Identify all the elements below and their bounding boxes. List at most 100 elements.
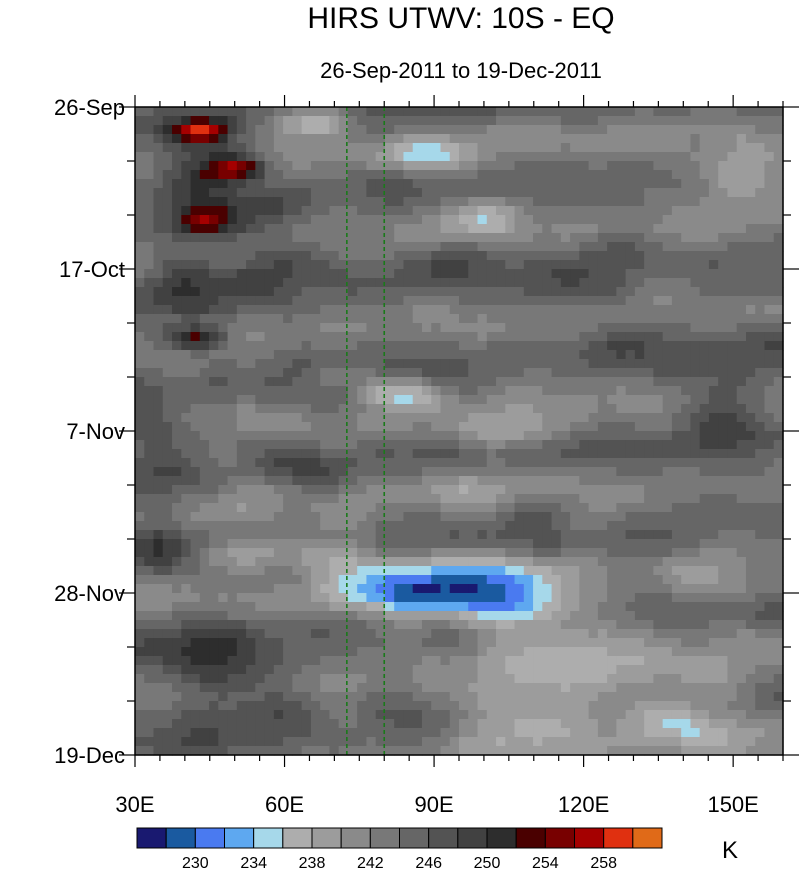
field-cell: [255, 611, 266, 621]
field-cell: [616, 305, 627, 315]
field-cell: [625, 170, 636, 180]
field-cell: [310, 386, 321, 396]
field-cell: [181, 593, 192, 603]
field-cell: [227, 719, 238, 729]
field-cell: [384, 467, 395, 477]
field-cell: [570, 656, 580, 666]
field-cell: [662, 422, 673, 432]
field-cell: [505, 332, 516, 342]
field-cell: [662, 161, 673, 171]
field-cell: [338, 260, 349, 270]
field-cell: [375, 260, 386, 270]
field-cell: [162, 665, 173, 675]
field-cell: [292, 647, 303, 657]
field-cell: [301, 323, 312, 333]
field-cell: [403, 206, 414, 216]
field-cell: [505, 359, 516, 369]
field-cell: [181, 539, 192, 549]
field-cell: [209, 512, 219, 522]
field-cell: [246, 359, 256, 369]
field-cell: [375, 287, 386, 297]
field-cell: [708, 287, 719, 297]
field-cell: [745, 134, 756, 144]
field-cell: [292, 170, 303, 180]
field-cell: [699, 449, 710, 459]
field-cell: [320, 188, 330, 198]
field-cell: [292, 431, 303, 441]
field-cell: [384, 197, 395, 207]
field-cell: [486, 683, 497, 693]
field-cell: [172, 152, 182, 162]
field-cell: [588, 656, 599, 666]
field-cell: [329, 341, 340, 351]
field-cell: [394, 584, 405, 594]
field-cell: [283, 260, 293, 270]
field-cell: [644, 233, 654, 243]
field-cell: [690, 548, 701, 558]
field-cell: [755, 404, 766, 414]
field-cell: [366, 341, 377, 351]
field-cell: [745, 206, 756, 216]
field-cell: [384, 701, 395, 711]
field-cell: [421, 143, 432, 153]
field-cell: [246, 476, 256, 486]
field-cell: [375, 503, 386, 513]
field-cell: [273, 539, 284, 549]
field-cell: [477, 368, 488, 378]
field-cell: [338, 305, 349, 315]
field-cell: [301, 656, 312, 666]
field-cell: [190, 413, 201, 423]
field-cell: [329, 314, 340, 324]
field-cell: [366, 269, 377, 279]
field-cell: [255, 269, 266, 279]
field-cell: [190, 305, 201, 315]
field-cell: [514, 530, 525, 540]
field-cell: [579, 206, 590, 216]
field-cell: [579, 503, 590, 513]
field-cell: [634, 359, 645, 369]
field-cell: [708, 323, 719, 333]
field-cell: [199, 611, 210, 621]
field-cell: [523, 179, 534, 189]
field-cell: [625, 467, 636, 477]
field-cell: [570, 170, 580, 180]
field-cell: [607, 161, 617, 171]
field-cell: [542, 269, 553, 279]
field-cell: [690, 233, 701, 243]
field-cell: [708, 395, 719, 405]
field-cell: [708, 710, 719, 720]
field-cell: [523, 521, 534, 531]
field-cell: [384, 449, 395, 459]
field-cell: [153, 485, 164, 495]
field-cell: [468, 728, 479, 738]
chart-subtitle: 26-Sep-2011 to 19-Dec-2011: [320, 58, 602, 83]
field-cell: [384, 683, 395, 693]
field-cell: [310, 476, 321, 486]
field-cell: [283, 728, 293, 738]
field-cell: [523, 350, 534, 360]
field-cell: [653, 656, 664, 666]
field-cell: [403, 395, 414, 405]
field-cell: [320, 206, 330, 216]
field-cell: [514, 512, 525, 522]
field-cell: [496, 422, 506, 432]
field-cell: [236, 548, 247, 558]
field-cell: [347, 458, 358, 468]
field-cell: [357, 602, 368, 612]
field-cell: [671, 179, 682, 189]
field-cell: [135, 449, 145, 459]
field-cell: [199, 413, 210, 423]
field-cell: [172, 440, 182, 450]
field-cell: [181, 287, 192, 297]
field-cell: [338, 719, 349, 729]
field-cell: [533, 521, 543, 531]
field-cell: [533, 395, 543, 405]
field-cell: [523, 620, 534, 630]
field-cell: [736, 350, 747, 360]
field-cell: [764, 548, 775, 558]
field-cell: [560, 125, 571, 135]
field-cell: [347, 251, 358, 261]
field-cell: [236, 494, 247, 504]
field-cell: [570, 494, 580, 504]
field-cell: [273, 458, 284, 468]
